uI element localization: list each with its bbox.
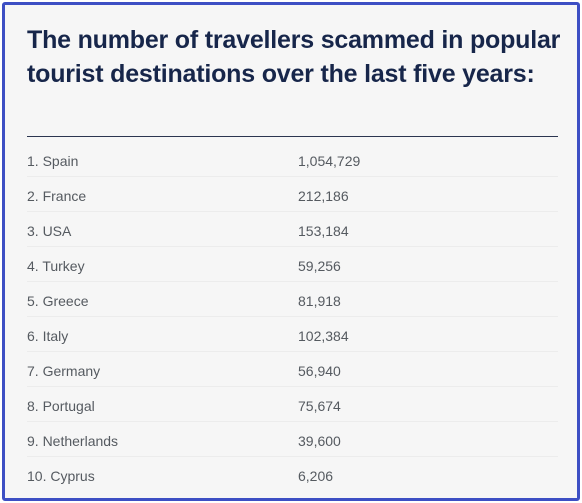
count: 6,206 [298, 468, 334, 484]
table-row: 1. Spain 1,054,729 [27, 142, 558, 177]
destination: 8. Portugal [27, 398, 95, 414]
destination: 10. Cyprus [27, 468, 95, 484]
table-row: 10. Cyprus 6,206 [27, 457, 558, 492]
table-row: 9. Netherlands 39,600 [27, 422, 558, 457]
destination: 2. France [27, 188, 87, 204]
count: 81,918 [298, 293, 341, 309]
table-row: 3. USA 153,184 [27, 212, 558, 247]
table-row: 2. France 212,186 [27, 177, 558, 212]
divider [27, 136, 558, 137]
destination: 6. Italy [27, 328, 69, 344]
count: 39,600 [298, 433, 341, 449]
count: 59,256 [298, 258, 341, 274]
count: 75,674 [298, 398, 341, 414]
destination: 3. USA [27, 223, 72, 239]
table: 1. Spain 1,054,729 2. France 212,186 3. USA 1… [27, 142, 558, 492]
destination: 4. Turkey [27, 258, 85, 274]
destination: 5. Greece [27, 293, 89, 309]
table-row: 5. Greece 81,918 [27, 282, 558, 317]
count: 56,940 [298, 363, 341, 379]
table-row: 7. Germany 56,940 [27, 352, 558, 387]
table-row: 4. Turkey 59,256 [27, 247, 558, 282]
title: The number of travellers scammed in popu… [27, 26, 561, 88]
count: 102,384 [298, 328, 349, 344]
destination: 1. Spain [27, 153, 79, 169]
count: 212,186 [298, 188, 349, 204]
table-row: 6. Italy 102,384 [27, 317, 558, 352]
count: 153,184 [298, 223, 349, 239]
table-row: 8. Portugal 75,674 [27, 387, 558, 422]
destination: 9. Netherlands [27, 433, 119, 449]
count: 1,054,729 [298, 153, 361, 169]
destination: 7. Germany [27, 363, 101, 379]
